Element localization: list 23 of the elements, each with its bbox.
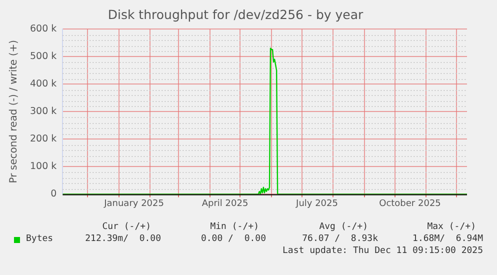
text: 76.07 / 8.93k — [302, 234, 378, 244]
text: Max (-/+) — [427, 222, 476, 232]
y-tick-label: 600 k — [30, 23, 58, 34]
x-tick-label: July 2025 — [295, 198, 338, 209]
text: 212.39m/ 0.00 — [85, 234, 161, 244]
y-tick-label: 200 k — [30, 134, 58, 145]
text: Cur (-/+) — [102, 222, 151, 232]
x-tick-label: April 2025 — [202, 198, 248, 209]
y-tick-label: 300 k — [30, 106, 58, 118]
chart-title: Disk throughput for /dev/zd256 - by year — [108, 6, 364, 22]
y-tick-label: 100 k — [30, 161, 58, 172]
text: Last update: Thu Dec 11 09:15:00 2025 — [282, 246, 483, 256]
y-tick-label: 500 k — [30, 51, 58, 62]
text: 0.00 / 0.00 — [200, 234, 266, 244]
x-tick-label: October 2025 — [379, 198, 441, 209]
text: Avg (-/+) — [319, 222, 368, 232]
y-tick-label: 400 k — [30, 78, 58, 90]
text: 1.68M/ 6.94M — [412, 234, 483, 244]
y-tick-label: 0 — [50, 188, 57, 200]
y-axis-title: Pr second read (-) / write (+) — [8, 40, 20, 184]
legend-label: Bytes — [26, 234, 54, 244]
x-tick-label: January 2025 — [103, 198, 164, 209]
text: Min (-/+) — [210, 222, 259, 232]
